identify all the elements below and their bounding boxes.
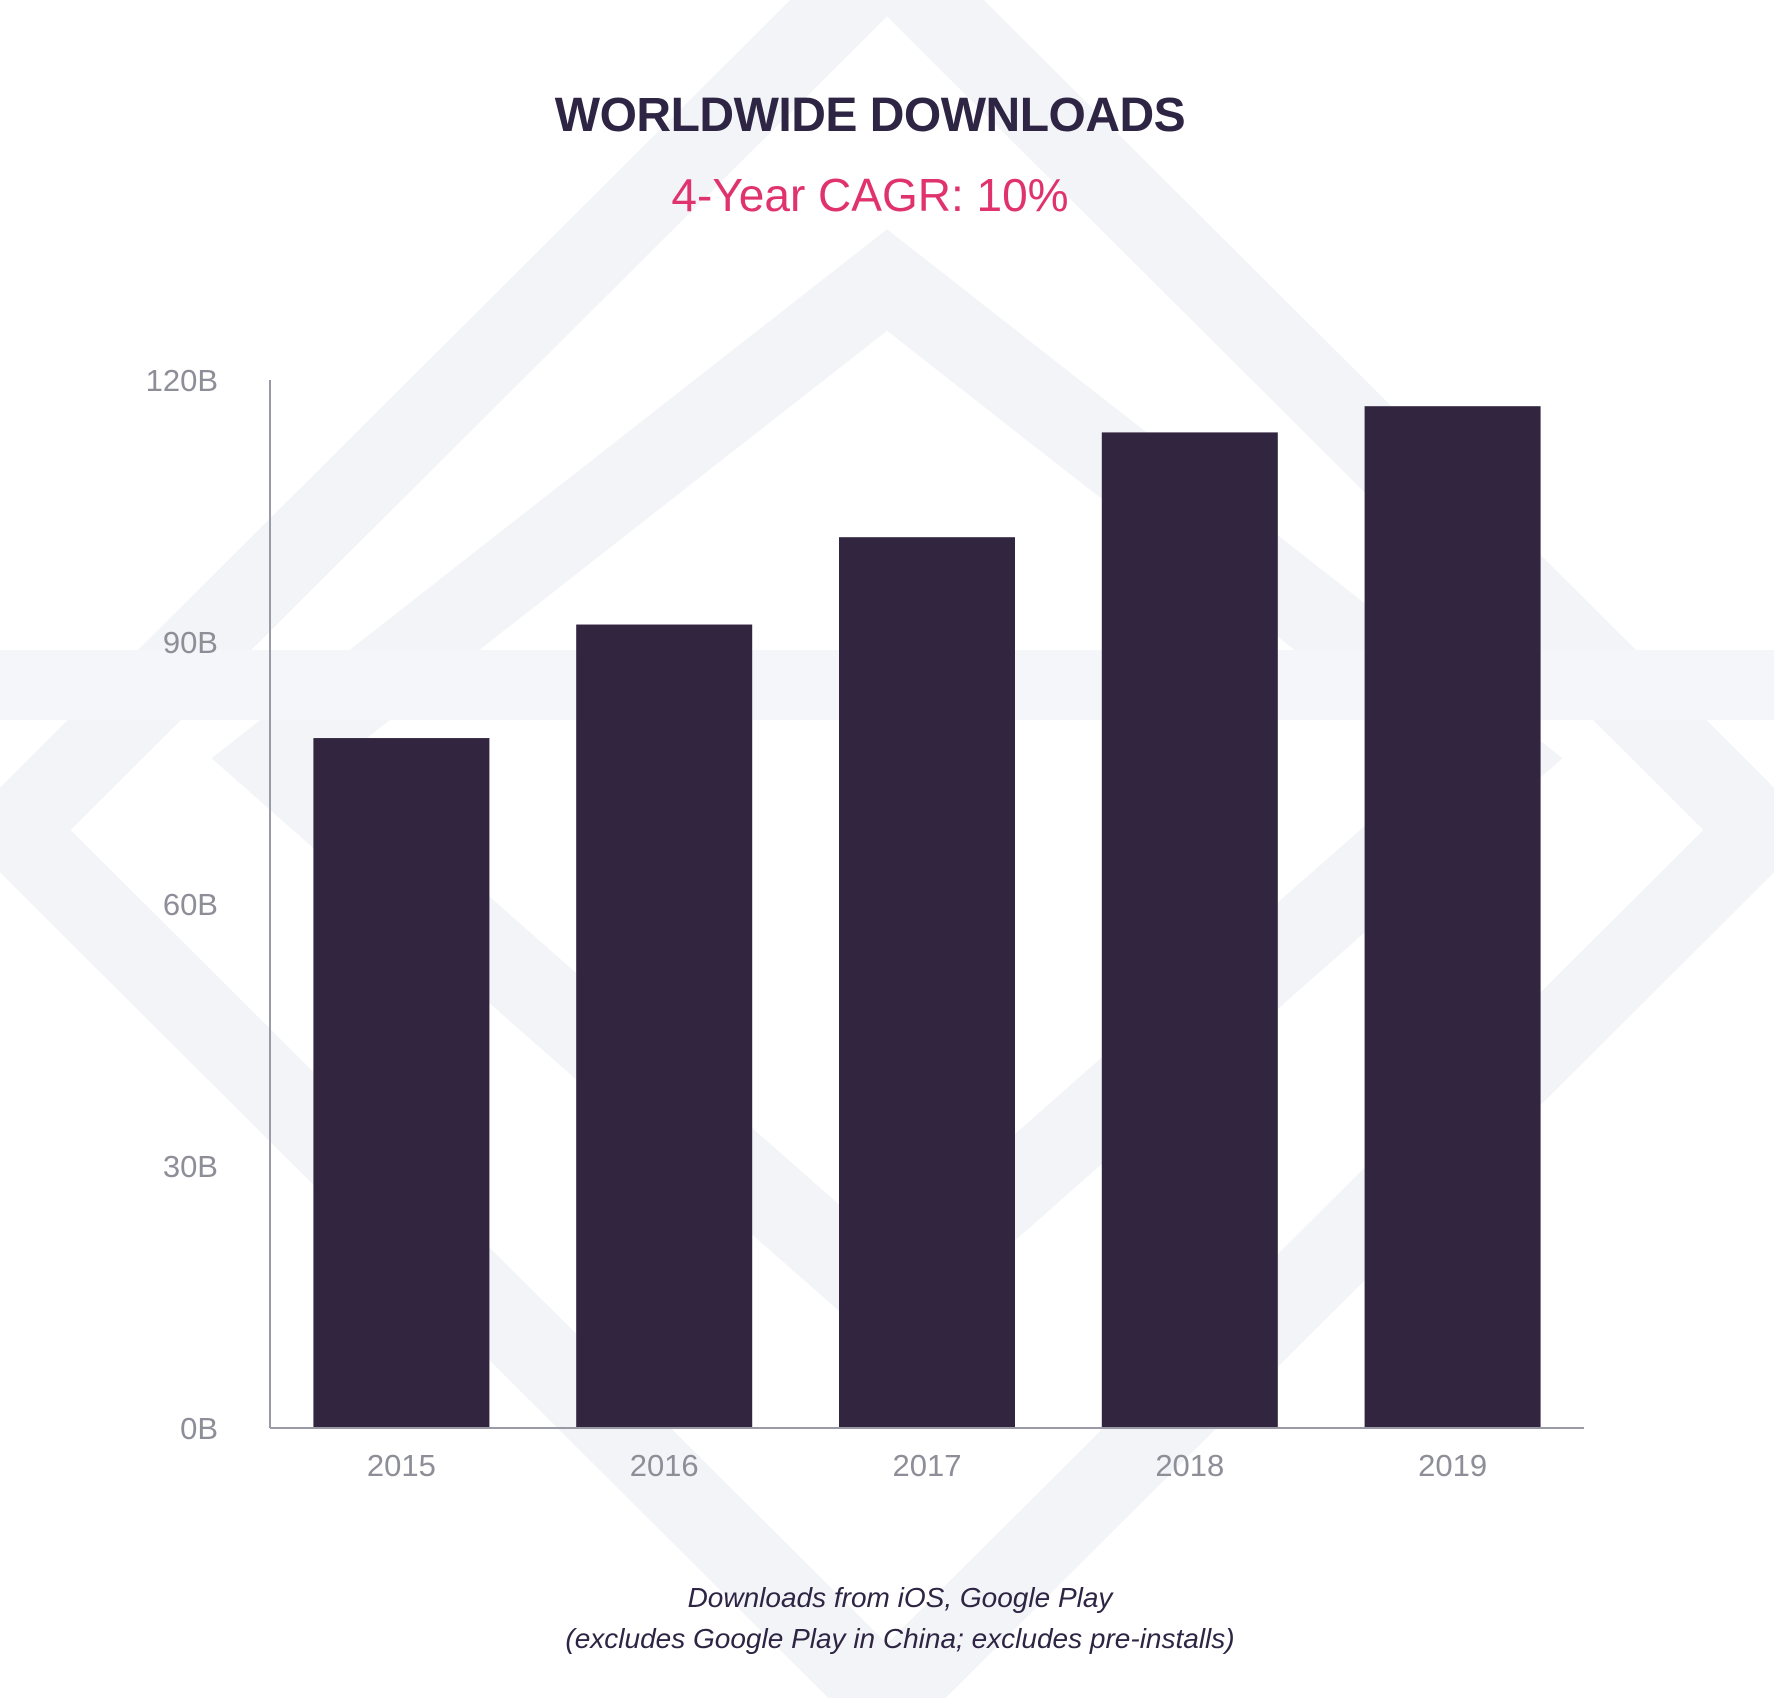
x-tick-label: 2019 <box>1418 1448 1487 1483</box>
bar-2019 <box>1364 406 1541 1428</box>
y-axis-ticks: 0B 30B 60B 90B 120B <box>146 363 218 1446</box>
y-tick-label: 30B <box>163 1149 218 1184</box>
x-tick-label: 2017 <box>893 1448 962 1483</box>
x-axis-ticks: 2015 2016 2017 2018 2019 <box>367 1448 1487 1483</box>
bars <box>313 406 1541 1428</box>
x-tick-label: 2018 <box>1155 1448 1224 1483</box>
x-tick-label: 2016 <box>630 1448 699 1483</box>
y-tick-label: 90B <box>163 625 218 660</box>
bar-2017 <box>839 537 1015 1428</box>
bar-2016 <box>576 624 753 1428</box>
footnote-exclusions: (excludes Google Play in China; excludes… <box>565 1623 1235 1654</box>
y-tick-label: 0B <box>180 1411 218 1446</box>
footnote-source: Downloads from iOS, Google Play <box>687 1582 1113 1613</box>
y-tick-label: 120B <box>146 363 218 398</box>
bar-2018 <box>1101 432 1278 1428</box>
chart-title: WORLDWIDE DOWNLOADS <box>554 89 1186 142</box>
y-tick-label: 60B <box>163 887 218 922</box>
chart-subtitle: 4-Year CAGR: 10% <box>671 169 1069 221</box>
x-tick-label: 2015 <box>367 1448 436 1483</box>
bar-2015 <box>313 738 490 1428</box>
